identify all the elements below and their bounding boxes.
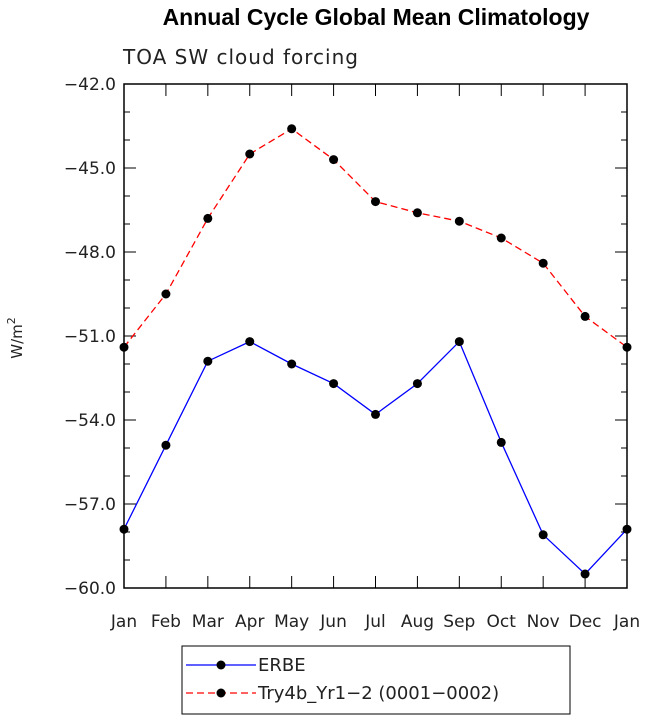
data-point	[538, 530, 548, 540]
x-tick-label: Nov	[527, 612, 560, 632]
chart-subtitle: TOA SW cloud forcing	[122, 45, 359, 69]
y-tick-label: −51.0	[64, 327, 116, 347]
data-point	[412, 379, 422, 389]
data-point	[580, 311, 590, 321]
data-point	[329, 155, 339, 165]
data-point	[161, 289, 171, 299]
data-point	[203, 213, 213, 223]
series-line	[123, 340, 628, 575]
data-point	[622, 342, 632, 352]
legend-marker	[216, 660, 226, 670]
chart-title: Annual Cycle Global Mean Climatology	[163, 4, 590, 30]
legend-item: Try4b_Yr1−2 (0001−0002)	[186, 683, 499, 704]
legend-item: ERBE	[186, 655, 306, 676]
y-axis-label-unit: W/m	[8, 324, 26, 359]
data-point	[454, 337, 464, 347]
data-point	[329, 379, 339, 389]
data-point	[287, 359, 297, 369]
data-point	[580, 569, 590, 579]
x-tick-label: Mar	[192, 612, 224, 632]
x-tick-label: Sep	[443, 612, 475, 632]
y-tick-label: −45.0	[64, 159, 116, 179]
data-point	[496, 437, 506, 447]
y-tick-label: −60.0	[64, 579, 116, 599]
data-point	[371, 197, 380, 207]
data-point	[119, 342, 129, 352]
x-axis: Jan Feb Mar Apr May Jun Jul Aug Sep Oct Nov Dec Jan	[110, 84, 640, 632]
legend: ERBE Try4b_Yr1−2 (0001−0002)	[181, 645, 571, 715]
data-point	[119, 524, 129, 534]
data-point	[203, 356, 213, 366]
x-tick-label: Jan	[110, 612, 137, 632]
data-point	[412, 208, 422, 218]
data-point	[371, 409, 380, 419]
x-tick-label: Aug	[401, 612, 434, 632]
y-tick-label: −57.0	[64, 495, 116, 515]
data-point	[245, 149, 255, 159]
y-axis-label-superscript: 2	[5, 317, 18, 324]
x-tick-label: Dec	[569, 612, 602, 632]
legend-label: Try4b_Yr1−2 (0001−0002)	[257, 683, 499, 704]
legend-box	[181, 645, 571, 715]
series-line	[123, 128, 628, 348]
x-tick-label: Apr	[235, 612, 264, 632]
x-tick-label: Feb	[151, 612, 181, 632]
y-tick-label: −54.0	[64, 411, 116, 431]
x-tick-label: Oct	[487, 612, 517, 632]
series-1	[119, 337, 632, 579]
x-tick-label: Jun	[319, 612, 347, 632]
x-tick-label: May	[274, 612, 309, 632]
series-layer	[119, 124, 632, 579]
plot-border	[123, 83, 628, 589]
x-tick-label: Jul	[364, 612, 386, 632]
y-axis-label: W/m2	[5, 317, 26, 359]
data-point	[287, 124, 297, 134]
y-tick-label: −48.0	[64, 243, 116, 263]
legend-marker	[216, 688, 226, 698]
data-point	[622, 524, 632, 534]
y-axis: −60.0 −57.0 −54.0 −51.0 −48.0 −45.0 −42.0	[64, 75, 627, 599]
y-tick-label: −42.0	[64, 75, 116, 95]
data-point	[454, 216, 464, 226]
x-tick-label: Jan	[613, 612, 640, 632]
data-point	[245, 337, 255, 347]
data-point	[496, 233, 506, 243]
series-2	[119, 124, 632, 352]
plot-area	[123, 83, 628, 589]
legend-label: ERBE	[258, 655, 306, 676]
data-point	[161, 440, 171, 450]
data-point	[538, 258, 548, 268]
